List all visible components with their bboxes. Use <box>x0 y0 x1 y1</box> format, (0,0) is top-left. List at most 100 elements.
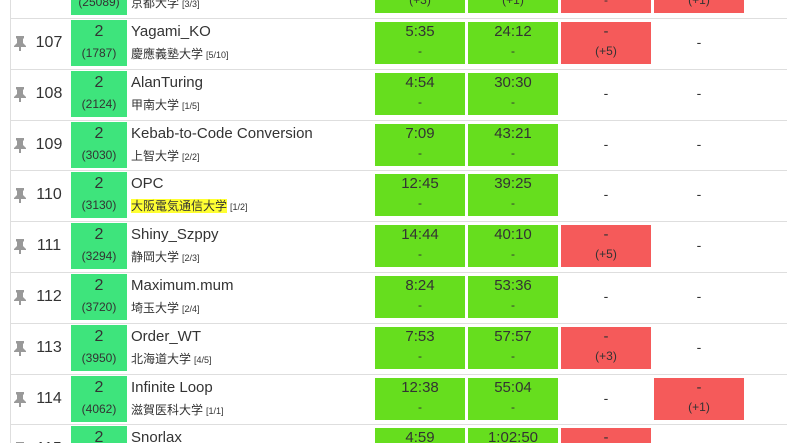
rank: 107 <box>35 34 63 51</box>
problem-time: 12:45 <box>401 175 439 193</box>
pin-button[interactable] <box>13 238 27 255</box>
problem-cell: - <box>561 378 651 420</box>
team-name[interactable]: Kebab-to-Code Conversion <box>131 124 313 142</box>
problem-cell: 55:04 - <box>468 377 558 420</box>
score-box: 2 (2124) <box>71 70 127 117</box>
score: 2 <box>94 175 104 193</box>
problem-time: - <box>603 84 609 101</box>
problem-cell: 4:59 <box>375 428 465 443</box>
problem-cell: 1:02:50 <box>468 428 558 443</box>
score-box: 2 (3130) <box>71 172 127 219</box>
rank: 111 <box>36 237 62 255</box>
university: 上智大学 <box>131 148 180 163</box>
rank: 109 <box>35 135 63 153</box>
problem-attempts: - <box>418 399 422 414</box>
problem-time: - <box>603 186 609 203</box>
problem-cell: 53:36 - <box>468 276 558 318</box>
team-name[interactable]: Snorlax <box>131 429 182 443</box>
team-name[interactable]: Infinite Loop <box>131 378 213 396</box>
problem-cell: 8:24 - <box>375 276 465 318</box>
team-count: [2/4] <box>182 304 200 314</box>
problem-attempts: - <box>511 196 515 211</box>
problem-time: 5:35 <box>405 23 435 40</box>
problem-time: 4:59 <box>405 429 435 443</box>
problem-attempts: (+1) <box>688 399 710 414</box>
pin-button[interactable] <box>13 391 27 407</box>
penalty: (3130) <box>81 198 117 213</box>
team-name[interactable]: OPC <box>131 175 164 193</box>
university: 北海道大学 <box>131 351 192 366</box>
problem-attempts: - <box>418 44 422 58</box>
pin-button[interactable] <box>13 86 27 102</box>
problem-attempts: - <box>418 247 422 262</box>
problem-cell: - <box>654 174 744 216</box>
problem-time: 53:36 <box>494 277 532 294</box>
team-count: [3/3] <box>182 0 200 10</box>
score: 2 <box>94 73 104 91</box>
problem-attempts: - <box>418 196 422 211</box>
problem-cell: - <box>654 124 744 166</box>
team-count: [2/2] <box>182 151 200 162</box>
problem-cell: 43:21 - <box>468 123 558 166</box>
problem-cell: 30:30 - <box>468 72 558 115</box>
problem-time: - <box>603 23 609 40</box>
university: 静岡大学 <box>131 250 180 265</box>
problem-time: - <box>696 84 702 101</box>
row-separator <box>10 170 787 172</box>
team-name[interactable]: Order_WT <box>131 327 202 345</box>
pin-button[interactable] <box>13 35 27 51</box>
score-box: 2 (4062) <box>71 375 127 422</box>
problem-attempts: (+1) <box>688 0 710 8</box>
rank: 112 <box>36 288 62 305</box>
row-separator <box>10 272 787 273</box>
problem-attempts: - <box>511 145 515 160</box>
problem-attempts: (+3) <box>595 348 617 363</box>
problem-time: 8:24 <box>405 277 435 294</box>
row-separator <box>10 119 787 121</box>
university: 慶應義塾大学 <box>131 47 204 61</box>
problem-time: - <box>603 327 609 345</box>
row-separator <box>10 373 787 375</box>
row-separator <box>10 18 787 19</box>
problem-cell: 7:09 - <box>375 123 465 166</box>
score: 2 <box>94 327 104 345</box>
score: 2 <box>94 124 104 142</box>
problem-attempts: - <box>511 348 515 363</box>
university: 埼玉大学 <box>131 301 180 315</box>
penalty: (3950) <box>81 350 117 365</box>
team-count: [1/1] <box>206 405 224 416</box>
penalty: (3294) <box>81 249 117 264</box>
problem-attempts: - <box>418 348 422 363</box>
score-box: 2 (3950) <box>71 324 127 371</box>
problem-attempts: (+5) <box>595 44 617 58</box>
penalty: (3030) <box>81 147 117 162</box>
row-separator <box>10 221 787 223</box>
penalty: (1787) <box>81 46 117 60</box>
team-name[interactable]: Yagami_KO <box>131 23 211 40</box>
pin-button[interactable] <box>13 187 27 204</box>
problem-time: 24:12 <box>494 23 532 40</box>
problem-time: 40:10 <box>494 226 532 244</box>
university: 滋賀医科大学 <box>131 402 204 417</box>
rank: 113 <box>36 338 62 356</box>
penalty: (2124) <box>81 96 117 111</box>
team-count: [2/3] <box>182 253 200 264</box>
rank: 108 <box>35 84 63 102</box>
problem-cell: - <box>654 22 744 64</box>
problem-attempts: - <box>511 247 515 262</box>
pin-button[interactable] <box>13 289 27 305</box>
problem-attempts: - <box>418 94 422 109</box>
score-box: 2 (1787) <box>71 20 127 66</box>
problem-attempts: - <box>511 94 515 109</box>
pin-button[interactable] <box>13 340 27 356</box>
problem-time: 55:04 <box>494 378 532 396</box>
pin-button[interactable] <box>13 137 27 153</box>
problem-cell: - <box>561 124 651 166</box>
problem-cell: - <box>561 428 651 443</box>
team-name[interactable]: Shiny_Szppy <box>131 226 219 244</box>
problem-cell: - <box>561 73 651 115</box>
team-name[interactable]: AlanTuring <box>131 73 203 91</box>
team-count: [1/2] <box>230 202 248 213</box>
team-name[interactable]: Maximum.mum <box>131 277 234 294</box>
